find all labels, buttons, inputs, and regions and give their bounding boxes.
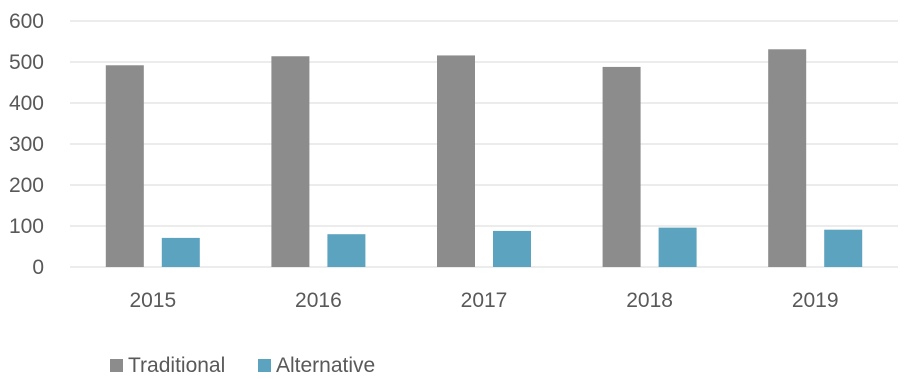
y-axis-ticks: 0 100 200 300 400 500 600 bbox=[9, 10, 44, 279]
bar-traditional-2016 bbox=[271, 56, 310, 268]
bars bbox=[105, 49, 863, 268]
bar-traditional-2015 bbox=[105, 65, 144, 267]
legend-label-traditional: Traditional bbox=[128, 354, 225, 377]
x-tick-label: 2016 bbox=[295, 289, 342, 312]
x-tick-label: 2019 bbox=[792, 289, 839, 312]
bar-alternative-2017 bbox=[493, 230, 531, 267]
x-axis-labels: 2015 2016 2017 2018 2019 bbox=[129, 289, 838, 312]
x-tick-label: 2015 bbox=[129, 289, 176, 312]
bar-alternative-2016 bbox=[327, 234, 366, 267]
legend-label-alternative: Alternative bbox=[276, 354, 375, 377]
bar-traditional-2018 bbox=[602, 66, 641, 267]
bar-traditional-2017 bbox=[437, 55, 475, 267]
y-tick-label: 0 bbox=[32, 256, 44, 279]
x-tick-label: 2017 bbox=[461, 289, 508, 312]
y-tick-label: 600 bbox=[9, 10, 44, 33]
bar-alternative-2015 bbox=[161, 237, 200, 267]
bar-alternative-2019 bbox=[824, 229, 863, 267]
y-tick-label: 100 bbox=[9, 215, 44, 238]
bar-alternative-2018 bbox=[658, 227, 697, 267]
y-tick-label: 300 bbox=[9, 133, 44, 156]
legend: Traditional Alternative bbox=[110, 354, 375, 377]
y-tick-label: 500 bbox=[9, 51, 44, 74]
bar-traditional-2019 bbox=[768, 49, 807, 267]
y-tick-label: 200 bbox=[9, 174, 44, 197]
x-tick-label: 2018 bbox=[626, 289, 673, 312]
y-tick-label: 400 bbox=[9, 92, 44, 115]
legend-swatch-alternative bbox=[258, 359, 271, 372]
legend-swatch-traditional bbox=[110, 359, 123, 372]
gridlines bbox=[70, 20, 898, 268]
